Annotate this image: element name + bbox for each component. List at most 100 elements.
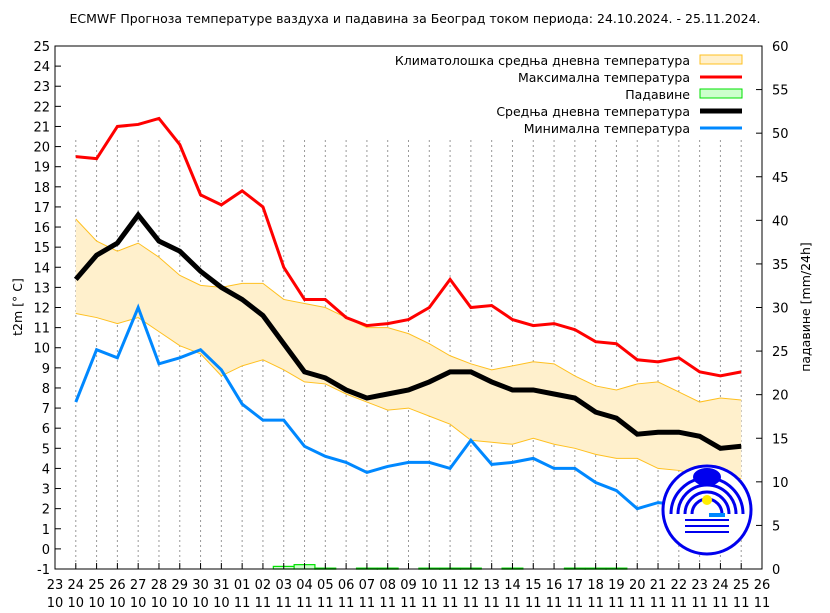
x-tick-label-month: 10 (68, 596, 85, 611)
y-axis-label: t2m [° C] (10, 278, 25, 336)
y-tick-label: 22 (33, 100, 50, 115)
x-tick-label-day: 26 (109, 578, 126, 593)
x-tick-label-month: 10 (213, 596, 230, 611)
x-tick-label-month: 11 (504, 596, 521, 611)
x-tick-label-day: 26 (754, 578, 771, 593)
x-tick-label-day: 16 (546, 578, 563, 593)
x-tick-label-month: 11 (546, 596, 563, 611)
x-tick-label-month: 11 (650, 596, 667, 611)
y-tick-label: 25 (33, 40, 50, 55)
y-tick-label: 10 (33, 342, 50, 357)
x-tick-label-day: 02 (255, 578, 272, 593)
x-tick-label-day: 08 (379, 578, 396, 593)
x-tick-label-day: 09 (400, 578, 417, 593)
y-tick-label: 14 (33, 261, 50, 276)
legend: Климатолошка средња дневна температура Ма… (395, 53, 743, 136)
legend-swatch (699, 88, 743, 99)
y-tick-label: 15 (33, 241, 50, 256)
x-tick-label-day: 23 (691, 578, 708, 593)
x-tick-label-day: 22 (671, 578, 688, 593)
x-tick-label-day: 06 (338, 578, 355, 593)
x-tick-label-month: 11 (296, 596, 313, 611)
logo-mark (709, 513, 725, 517)
x-tick-label-day: 19 (608, 578, 625, 593)
series-line (74, 303, 742, 513)
y-tick-label: 0 (42, 543, 50, 558)
logo-sun (702, 495, 712, 505)
legend-label: Средња дневна температура (496, 104, 690, 119)
axes: -101234567891011121314151617181920212223… (33, 40, 788, 611)
y-tick-label: 2 (42, 503, 50, 518)
x-tick-label-month: 11 (712, 596, 729, 611)
x-tick-label-month: 11 (338, 596, 355, 611)
y2-tick-label: 55 (772, 84, 789, 99)
series-line (73, 210, 742, 451)
x-tick-label-month: 11 (255, 596, 272, 611)
x-tick-label-day: 21 (650, 578, 667, 593)
x-tick-label-month: 11 (317, 596, 334, 611)
y-tick-label: 23 (33, 80, 50, 95)
x-tick-label-day: 13 (483, 578, 500, 593)
x-tick-label-month: 10 (109, 596, 126, 611)
y2-tick-label: 0 (772, 563, 780, 578)
x-tick-label-day: 20 (629, 578, 646, 593)
x-tick-label-month: 11 (608, 596, 625, 611)
x-tick-label-month: 11 (359, 596, 376, 611)
x-tick-label-day: 17 (567, 578, 584, 593)
x-tick-label-day: 11 (442, 578, 459, 593)
x-tick-label-day: 12 (463, 578, 480, 593)
x-tick-label-day: 27 (130, 578, 147, 593)
climatology-band (75, 218, 742, 479)
x-tick-label-day: 15 (525, 578, 542, 593)
y2-axis-label: падавине [mm/24h] (798, 242, 813, 372)
y2-tick-label: 5 (772, 519, 780, 534)
x-tick-label-month: 11 (525, 596, 542, 611)
x-tick-label-day: 28 (151, 578, 168, 593)
x-tick-label-day: 23 (47, 578, 64, 593)
x-tick-label-day: 25 (88, 578, 105, 593)
x-tick-label-day: 01 (234, 578, 251, 593)
y-tick-label: 24 (33, 60, 50, 75)
y-tick-label: 3 (42, 483, 50, 498)
y-tick-label: 21 (33, 120, 50, 135)
legend-label: Максимална температура (518, 70, 690, 85)
x-tick-label-month: 10 (88, 596, 105, 611)
x-tick-label-month: 11 (421, 596, 438, 611)
x-tick-label-day: 29 (171, 578, 188, 593)
y2-tick-label: 45 (772, 171, 789, 186)
x-tick-label-month: 11 (733, 596, 750, 611)
x-tick-label-month: 10 (130, 596, 147, 611)
y2-tick-label: 50 (772, 127, 789, 142)
y-tick-label: 4 (42, 462, 50, 477)
y2-tick-label: 10 (772, 476, 789, 491)
x-tick-label-day: 24 (68, 578, 85, 593)
x-tick-label-day: 30 (192, 578, 209, 593)
x-tick-label-month: 11 (629, 596, 646, 611)
y2-tick-label: 40 (772, 214, 789, 229)
y2-tick-label: 30 (772, 302, 789, 317)
y-tick-label: 1 (42, 523, 50, 538)
x-tick-label-month: 10 (47, 596, 64, 611)
x-tick-label-month: 11 (587, 596, 604, 611)
climatology-band-fill (75, 218, 742, 479)
chart-title: ECMWF Прогноза температуре ваздуха и пад… (69, 11, 760, 26)
x-tick-label-day: 10 (421, 578, 438, 593)
legend-label: Минимална температура (524, 121, 690, 136)
series-line (75, 116, 742, 378)
x-tick-label-month: 11 (442, 596, 459, 611)
x-tick-label-month: 10 (171, 596, 188, 611)
x-tick-label-month: 11 (275, 596, 292, 611)
x-tick-label-day: 14 (504, 578, 521, 593)
y-tick-label: -1 (37, 563, 50, 578)
x-tick-label-month: 11 (483, 596, 500, 611)
x-tick-label-day: 05 (317, 578, 334, 593)
x-tick-label-day: 04 (296, 578, 313, 593)
y2-tick-label: 25 (772, 345, 789, 360)
x-tick-label-month: 11 (691, 596, 708, 611)
y2-tick-label: 15 (772, 432, 789, 447)
y-tick-label: 7 (42, 402, 50, 417)
logo-cloud (693, 468, 721, 486)
y-tick-label: 19 (33, 161, 50, 176)
y-tick-label: 16 (33, 221, 50, 236)
